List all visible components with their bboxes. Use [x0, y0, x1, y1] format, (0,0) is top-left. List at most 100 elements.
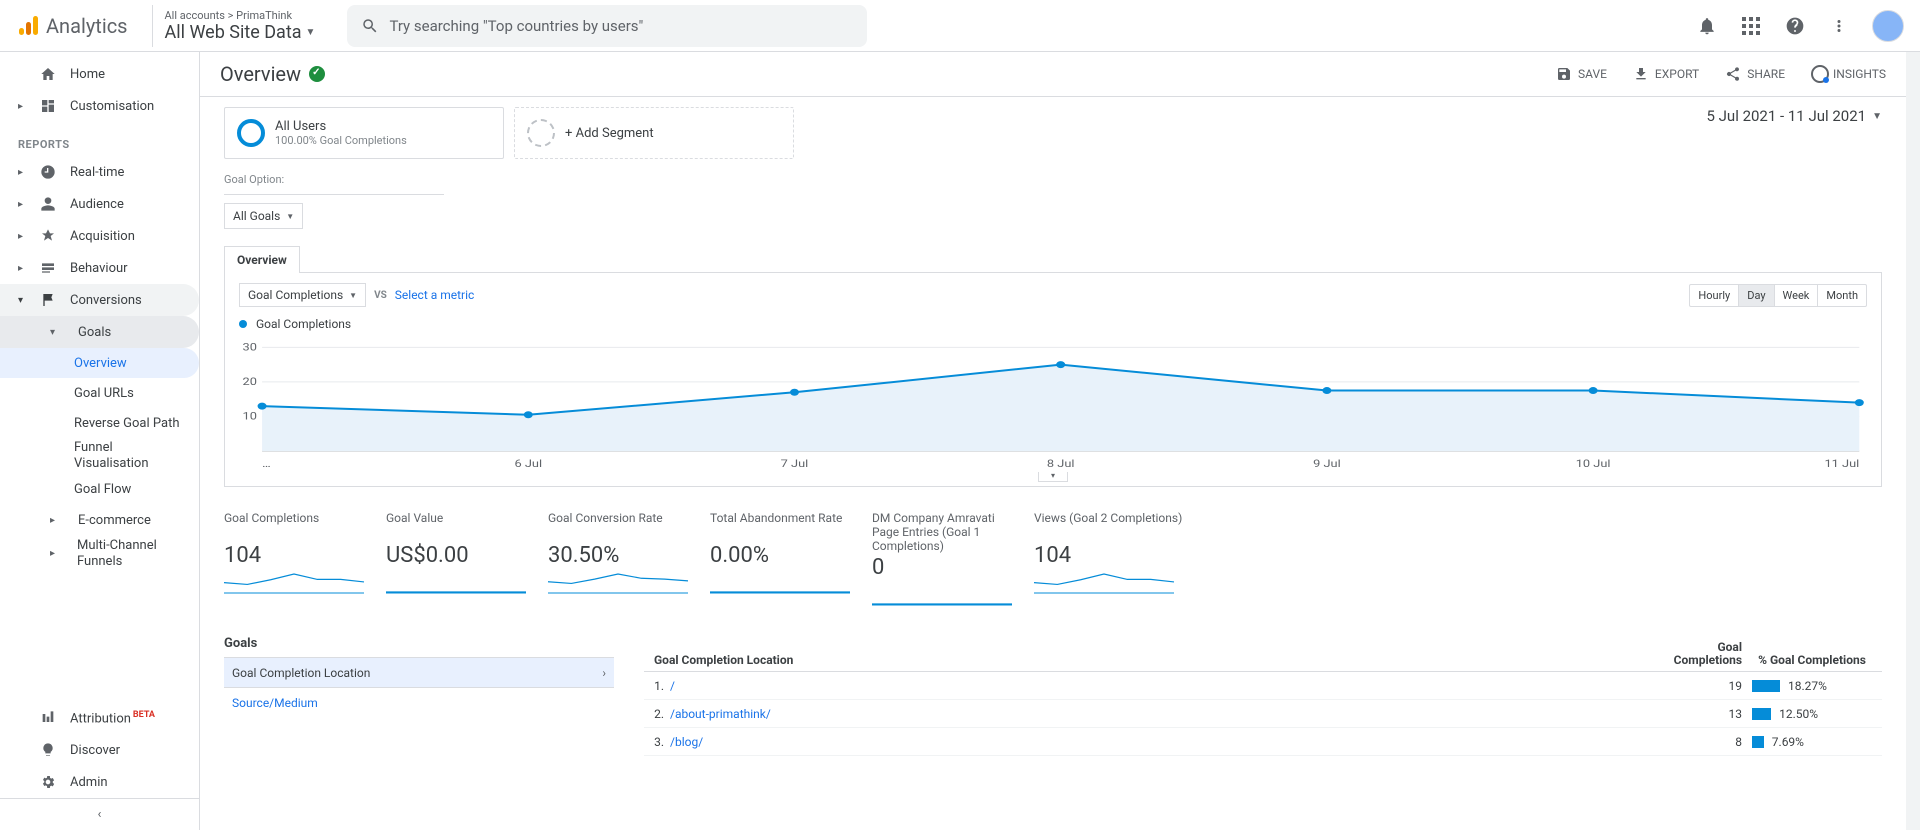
svg-text:11 Jul: 11 Jul — [1824, 457, 1859, 469]
nav-discover[interactable]: Discover — [0, 734, 199, 766]
nav-goals[interactable]: ▾ Goals — [0, 316, 199, 348]
top-header: Analytics All accounts > PrimaThink All … — [0, 0, 1920, 52]
tab-overview[interactable]: Overview — [224, 246, 300, 273]
header-actions — [1696, 10, 1904, 42]
sparkline — [710, 572, 850, 594]
metric-tile[interactable]: Goal Value US$0.00 — [386, 511, 536, 606]
export-button[interactable]: EXPORT — [1633, 66, 1699, 82]
nav-mcf[interactable]: ▸ Multi-Channel Funnels — [0, 536, 199, 572]
export-icon — [1633, 66, 1649, 82]
nav-conversions[interactable]: ▾ Conversions — [0, 284, 199, 316]
date-range-picker[interactable]: 5 Jul 2021 - 11 Jul 2021 ▼ — [1707, 107, 1883, 125]
metric-tiles: Goal Completions 104 Goal Value US$0.00 … — [224, 511, 1882, 606]
tile-label: Goal Conversion Rate — [548, 511, 698, 541]
clock-icon — [40, 164, 56, 180]
tile-value: 104 — [1034, 543, 1184, 568]
save-button[interactable]: SAVE — [1556, 66, 1607, 82]
product-logo[interactable]: Analytics — [16, 14, 128, 38]
help-icon[interactable] — [1784, 15, 1806, 37]
grain-hourly[interactable]: Hourly — [1690, 285, 1739, 306]
share-button[interactable]: SHARE — [1725, 66, 1785, 82]
search-input[interactable] — [389, 17, 853, 35]
goal-completions-chart: 102030…6 Jul7 Jul8 Jul9 Jul10 Jul11 Jul — [239, 331, 1867, 471]
caret-down-icon: ▼ — [349, 291, 357, 300]
behaviour-icon — [40, 260, 56, 276]
nav-goal-flow[interactable]: Goal Flow — [0, 474, 199, 504]
account-selector[interactable]: All accounts > PrimaThink All Web Site D… — [152, 5, 336, 47]
table-row[interactable]: 3. /blog/ 8 7.69% — [644, 728, 1882, 756]
nav-ecommerce[interactable]: ▸ E-commerce — [0, 504, 199, 536]
nav-home[interactable]: Home — [0, 58, 199, 90]
select-metric-link[interactable]: Select a metric — [395, 288, 475, 302]
nav-goal-overview[interactable]: Overview — [0, 348, 199, 378]
time-grain-toggle: Hourly Day Week Month — [1689, 284, 1867, 307]
goal-dimension-row[interactable]: Source/Medium — [224, 687, 614, 717]
row-path[interactable]: /blog/ — [670, 735, 1662, 749]
notifications-icon[interactable] — [1696, 15, 1718, 37]
tile-label: Views (Goal 2 Completions) — [1034, 511, 1184, 541]
chart-card: Goal Completions ▼ VS Select a metric Ho… — [224, 273, 1882, 487]
nav-reverse-goal[interactable]: Reverse Goal Path — [0, 408, 199, 438]
add-segment-button[interactable]: + Add Segment — [514, 107, 794, 159]
percent-bar — [1752, 736, 1764, 748]
row-percent: 7.69% — [1742, 735, 1882, 749]
nav-realtime[interactable]: ▸ Real-time — [0, 156, 199, 188]
grain-month[interactable]: Month — [1818, 285, 1866, 306]
primary-metric-select[interactable]: Goal Completions ▼ — [239, 283, 366, 307]
grain-day[interactable]: Day — [1739, 285, 1774, 306]
add-ring-icon — [527, 119, 555, 147]
metric-tile[interactable]: Goal Conversion Rate 30.50% — [548, 511, 698, 606]
home-icon — [40, 66, 56, 82]
sparkline — [872, 584, 1012, 606]
grain-week[interactable]: Week — [1775, 285, 1819, 306]
svg-text:20: 20 — [243, 375, 257, 387]
svg-text:10 Jul: 10 Jul — [1576, 457, 1611, 469]
svg-text:9 Jul: 9 Jul — [1313, 457, 1341, 469]
insights-button[interactable]: INSIGHTS — [1811, 65, 1886, 83]
table-row[interactable]: 2. /about-primathink/ 13 12.50% — [644, 700, 1882, 728]
metric-tile[interactable]: Goal Completions 104 — [224, 511, 374, 606]
nav-funnel[interactable]: Funnel Visualisation — [0, 438, 199, 474]
tile-value: 104 — [224, 543, 374, 568]
tile-label: Total Abandonment Rate — [710, 511, 860, 541]
chevron-right-icon: ▸ — [50, 548, 57, 560]
svg-text:…: … — [262, 457, 271, 469]
nav-customisation[interactable]: ▸ Customisation — [0, 90, 199, 122]
scrollbar[interactable] — [1906, 52, 1920, 830]
nav-audience[interactable]: ▸ Audience — [0, 188, 199, 220]
segment-all-users[interactable]: All Users 100.00% Goal Completions — [224, 107, 504, 159]
nav-goal-urls[interactable]: Goal URLs — [0, 378, 199, 408]
tile-value: 0.00% — [710, 543, 860, 568]
sidebar-collapse-button[interactable]: ‹ — [0, 798, 199, 830]
table-row[interactable]: 1. / 19 18.27% — [644, 672, 1882, 700]
analytics-logo-icon — [16, 14, 40, 38]
caret-down-icon: ▼ — [1872, 111, 1882, 122]
nav-admin[interactable]: Admin — [0, 766, 199, 798]
chevron-right-icon: ▸ — [18, 101, 26, 112]
nav-behaviour[interactable]: ▸ Behaviour — [0, 252, 199, 284]
search-box[interactable] — [347, 5, 867, 47]
gear-icon — [40, 774, 56, 790]
segment-ring-icon — [237, 119, 265, 147]
metric-tile[interactable]: DM Company Amravati Page Entries (Goal 1… — [872, 511, 1022, 606]
goal-dimension-row[interactable]: Goal Completion Location › — [224, 657, 614, 687]
nav-acquisition[interactable]: ▸ Acquisition — [0, 220, 199, 252]
chevron-right-icon: ▸ — [18, 231, 26, 242]
metric-tile[interactable]: Views (Goal 2 Completions) 104 — [1034, 511, 1184, 606]
row-path[interactable]: /about-primathink/ — [670, 707, 1662, 721]
chevron-right-icon: ▸ — [50, 515, 58, 526]
metric-tile[interactable]: Total Abandonment Rate 0.00% — [710, 511, 860, 606]
goal-option-select[interactable]: All Goals ▼ — [224, 203, 303, 229]
chart-expand-button[interactable]: ▾ — [1038, 472, 1068, 482]
chevron-right-icon: › — [602, 666, 606, 680]
search-icon — [361, 17, 379, 35]
more-icon[interactable] — [1828, 15, 1850, 37]
row-path[interactable]: / — [670, 679, 1662, 693]
main-content: Overview SAVE EXPORT SHARE — [200, 52, 1906, 830]
apps-grid-icon[interactable] — [1740, 15, 1762, 37]
goals-header: Goals — [224, 636, 614, 651]
percent-bar — [1752, 708, 1771, 720]
caret-down-icon: ▼ — [306, 27, 316, 38]
nav-attribution[interactable]: AttributionBETA — [0, 702, 199, 734]
user-avatar[interactable] — [1872, 10, 1904, 42]
